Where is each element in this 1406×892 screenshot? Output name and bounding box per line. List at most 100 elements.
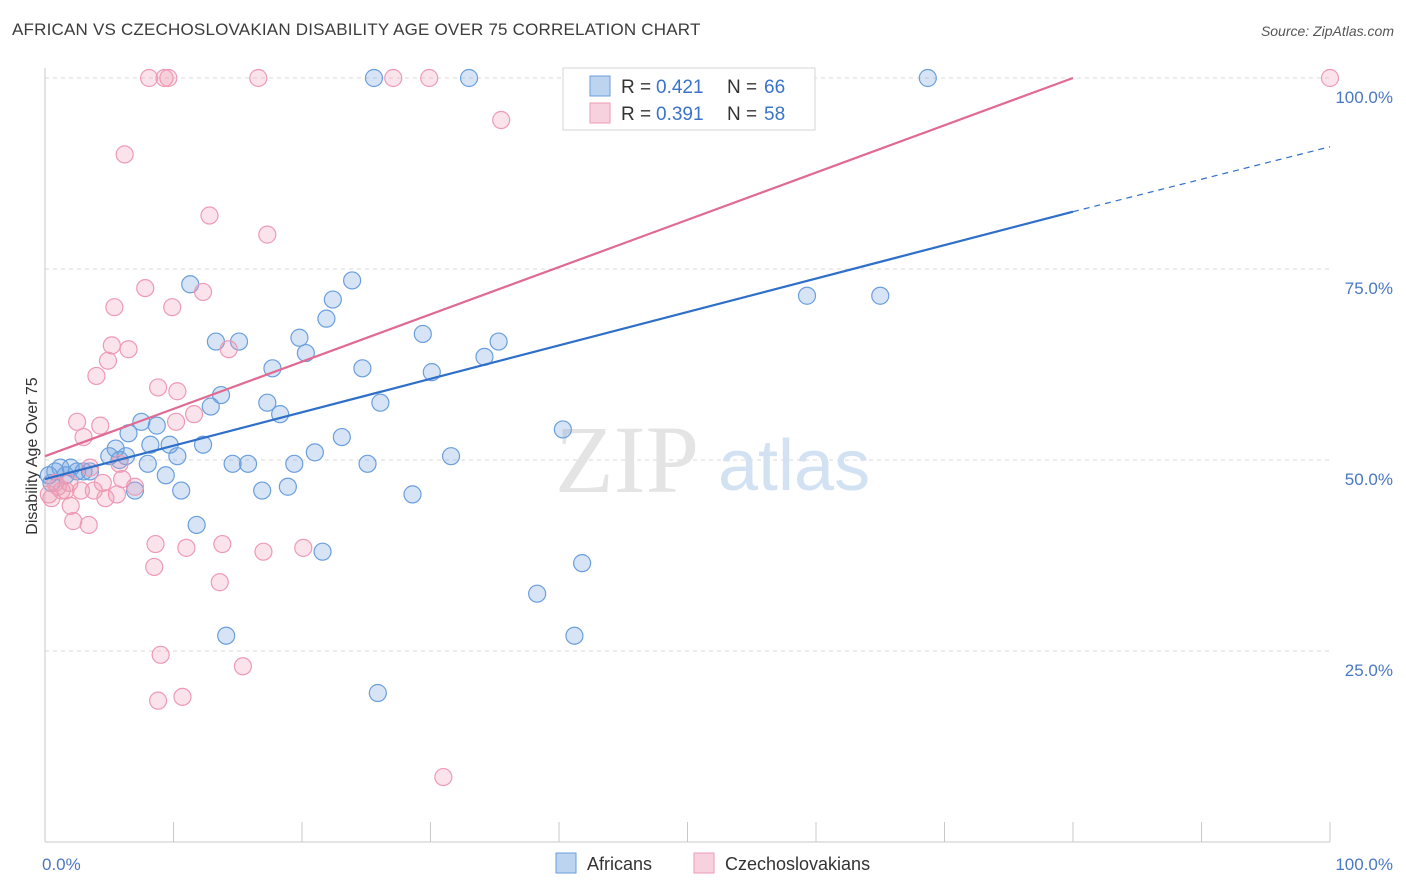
- watermark-atlas: atlas: [718, 426, 870, 506]
- africans-point: [871, 286, 890, 305]
- czechoslovakians-point: [166, 412, 186, 431]
- legend-r-label: R =: [621, 104, 651, 125]
- africans-point: [156, 466, 175, 485]
- africans-point: [238, 454, 258, 473]
- czechoslovakians-point: [177, 538, 196, 557]
- czechoslovakians-point: [139, 68, 159, 88]
- africans-point: [489, 332, 508, 351]
- czechoslovakians-point: [420, 68, 439, 88]
- czechoslovakians-point: [434, 767, 453, 787]
- czechoslovakians-point: [219, 340, 238, 359]
- czechoslovakians-point: [163, 298, 182, 317]
- africans-point: [201, 397, 220, 416]
- chart-title: AFRICAN VS CZECHOSLOVAKIAN DISABILITY AG…: [12, 20, 701, 39]
- y-tick-label: 25.0%: [1345, 661, 1393, 680]
- africans-point: [797, 286, 817, 305]
- legend-r-value: 0.421: [656, 77, 704, 98]
- czechoslovakians-point: [96, 489, 115, 508]
- czechoslovakians-point: [210, 573, 229, 592]
- africans-point: [141, 435, 160, 454]
- czechoslovakians-point: [107, 485, 127, 504]
- czechoslovakians-point: [64, 512, 83, 531]
- africans-point: [138, 454, 157, 473]
- czechoslovakians-point: [125, 477, 145, 496]
- czechoslovakians-point: [71, 481, 91, 500]
- y-tick-label: 100.0%: [1335, 88, 1393, 107]
- bottom-legend-label: Africans: [587, 854, 652, 874]
- trend-lines: [44, 76, 1331, 481]
- legend-n-value: 58: [764, 104, 785, 125]
- africans-point: [258, 393, 277, 412]
- legend-r-value: 0.391: [656, 104, 704, 125]
- africans-point: [125, 481, 145, 500]
- czechoslovakians-point: [68, 412, 87, 431]
- africans-point: [278, 477, 297, 496]
- y-tick-label: 50.0%: [1345, 470, 1393, 489]
- watermark-zip: ZIP: [555, 406, 699, 513]
- gridlines: [45, 77, 1330, 652]
- africans-point: [371, 393, 390, 412]
- africans-point: [353, 359, 372, 378]
- tick-labels: 25.0% 50.0% 75.0% 100.0% 0.0% 100.0%: [42, 88, 1393, 874]
- czechoslovakians-points: [39, 68, 1340, 787]
- africans-point: [323, 290, 342, 309]
- czechoslovakians-point: [155, 68, 174, 88]
- czechoslovakians-point: [193, 282, 213, 302]
- legend-n-label: N =: [727, 77, 757, 98]
- africans-point: [364, 68, 384, 88]
- czechoslovakians-point: [200, 206, 219, 225]
- bottom-legend-label: Czechoslovakians: [725, 854, 870, 874]
- bottom-legend-swatch: [693, 852, 715, 874]
- czechoslovakians-point: [173, 687, 192, 706]
- czechoslovakians-point: [146, 534, 165, 554]
- czechoslovakians-point: [102, 336, 121, 355]
- y-axis-title: Disability Age Over 75: [24, 377, 41, 535]
- africans-point: [223, 454, 242, 473]
- legend-n-value: 66: [764, 77, 785, 98]
- africans-point: [305, 443, 324, 462]
- czechoslovakians-point: [79, 515, 98, 535]
- source-label: Source: ZipAtlas.com: [1260, 23, 1394, 39]
- y-tick-label: 75.0%: [1345, 279, 1393, 298]
- czechoslovakians-point: [213, 534, 232, 554]
- legend-r-label: R =: [621, 77, 651, 98]
- africans-point: [403, 485, 422, 504]
- africans-trend-extension: [1072, 146, 1331, 213]
- africans-point: [413, 324, 432, 344]
- czechoslovakians-point: [492, 110, 511, 130]
- czechoslovakians-point: [151, 645, 170, 664]
- czechoslovakians-point: [61, 496, 80, 515]
- czechoslovakians-point: [168, 382, 187, 401]
- africans-point: [193, 435, 213, 454]
- czechoslovakians-point: [254, 542, 273, 561]
- czechoslovakians-point: [294, 538, 313, 557]
- x-tick-label: 0.0%: [42, 855, 81, 874]
- africans-point: [565, 626, 584, 645]
- czechoslovakians-point: [136, 279, 155, 298]
- africans-point: [332, 427, 351, 447]
- africans-point: [168, 447, 187, 466]
- africans-point: [459, 68, 479, 88]
- czechoslovakians-point: [159, 68, 178, 88]
- czechoslovakians-point: [1320, 68, 1340, 88]
- africans-point: [172, 481, 191, 500]
- czechoslovakians-point: [184, 405, 204, 424]
- bottom-legend-swatch: [555, 852, 577, 874]
- czechoslovakians-point: [148, 691, 168, 710]
- africans-point: [147, 416, 166, 435]
- czechoslovakians-point: [93, 473, 112, 493]
- africans-trend-line: [44, 210, 1074, 481]
- x-tick-label: 100.0%: [1335, 855, 1393, 874]
- africans-point: [217, 626, 236, 645]
- czechoslovakians-point: [105, 298, 124, 317]
- bottom-legend: Africans Czechoslovakians: [555, 852, 870, 874]
- stats-legend: R = 0.421 N = 66 R = 0.391 N = 58: [562, 67, 816, 131]
- legend-n-label: N =: [727, 104, 757, 125]
- africans-point: [358, 454, 377, 473]
- axes: [44, 68, 1331, 843]
- czechoslovakians-point: [91, 416, 110, 435]
- legend-box: [562, 67, 816, 131]
- africans-point: [573, 554, 592, 573]
- data-points: [39, 68, 1340, 787]
